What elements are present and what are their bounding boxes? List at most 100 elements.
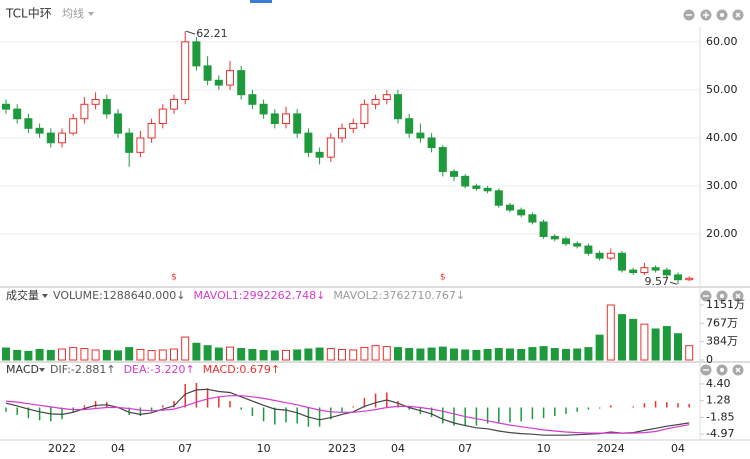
volume-bar — [472, 349, 481, 361]
macd-bar — [509, 407, 511, 423]
macd-bar — [195, 382, 198, 408]
macd-bar — [206, 388, 209, 408]
macd-bar — [38, 407, 41, 421]
volume-bar — [226, 346, 234, 361]
volume-bar — [147, 349, 156, 361]
volume-bar — [259, 349, 268, 361]
candle-body — [91, 98, 100, 105]
macd-bar — [677, 403, 679, 408]
macd-bar — [520, 407, 522, 422]
volume-bar — [304, 348, 313, 361]
marker-line — [186, 30, 196, 35]
x-tick-label: 10 — [537, 442, 551, 455]
legend-entry: DIF:-2.881↑ — [50, 363, 116, 376]
candle-body — [270, 113, 279, 125]
macd-bar — [498, 407, 500, 424]
volume-bar — [640, 323, 649, 361]
macd-bar — [374, 393, 377, 408]
candle-body — [618, 252, 626, 271]
x-tick-label: 2022 — [48, 442, 76, 455]
y-tick-label: 1.28 — [706, 394, 731, 407]
candle-body — [80, 103, 89, 120]
x-tick-label: 07 — [178, 442, 192, 455]
candle-body — [371, 98, 380, 105]
candle-body — [438, 147, 447, 173]
dropdown-arrow[interactable] — [39, 368, 45, 372]
macd-bar — [240, 407, 242, 410]
macd-bar — [5, 407, 7, 412]
dropdown-arrow[interactable] — [42, 294, 48, 298]
candle-body — [606, 252, 615, 259]
macd-bar — [296, 407, 298, 424]
panel-title: 成交量 — [6, 288, 39, 302]
macd-bar — [173, 401, 175, 408]
volume-bar — [46, 349, 55, 361]
candle-body — [203, 65, 212, 81]
candle-body — [360, 103, 369, 125]
macd-bar — [274, 407, 276, 425]
candle-body — [282, 113, 290, 125]
candle-body — [2, 103, 10, 110]
y-tick-label: 0 — [706, 353, 713, 366]
candle-body — [539, 221, 548, 237]
toolbar-icons[interactable] — [683, 9, 744, 376]
legend-entry: MAVOL2:3762710.767↓ — [333, 289, 465, 302]
x-tick-label: 2024 — [597, 442, 625, 455]
indicator-menu[interactable]: 均线 — [62, 6, 84, 20]
candle-body — [494, 190, 503, 206]
candle-body — [662, 269, 671, 276]
candle-body — [584, 245, 593, 254]
candle-body — [35, 127, 44, 134]
macd-bar — [610, 405, 612, 408]
volume-bar — [282, 349, 290, 361]
macd-bar — [251, 407, 254, 417]
candle-body — [674, 274, 682, 281]
macd-bar — [352, 406, 354, 408]
candle-body — [259, 103, 268, 115]
volume-bar — [2, 347, 10, 361]
macd-bar — [150, 407, 153, 412]
volume-bar — [506, 348, 514, 361]
macd-bar — [576, 407, 578, 412]
volume-bar — [674, 333, 682, 361]
legend-entry: MACD:0.679↑ — [203, 363, 280, 376]
macd-bar — [587, 407, 590, 410]
candle-body — [147, 123, 156, 139]
y-tick-label: 40.00 — [706, 131, 738, 144]
macd-bar — [442, 407, 444, 424]
volume-bar — [24, 350, 33, 361]
candle-body — [315, 151, 324, 158]
volume-bar — [461, 349, 470, 361]
volume-bar — [181, 336, 190, 361]
candle-body — [46, 132, 55, 144]
candle-body — [450, 171, 458, 177]
volume-bar — [528, 347, 537, 361]
macd-bar — [341, 407, 343, 412]
candle-body — [136, 137, 145, 153]
candle-body — [326, 137, 335, 158]
candle-body — [237, 70, 246, 96]
candle-body — [226, 70, 234, 86]
candle-body — [338, 127, 346, 139]
macd-bar — [453, 407, 455, 426]
dropdown-arrow[interactable] — [88, 12, 94, 16]
legend-entry: MAVOL1:2992262.748↓ — [193, 289, 325, 302]
event-marker: $ — [171, 273, 177, 283]
volume-bar — [237, 348, 246, 361]
y-tick-label: 20.00 — [706, 227, 738, 240]
macd-bar — [542, 407, 545, 419]
macd-bar — [554, 407, 556, 417]
volume-bar — [315, 347, 324, 361]
x-tick-label: 04 — [671, 442, 685, 455]
y-tick-label: 30.00 — [706, 179, 738, 192]
candle-body — [102, 98, 111, 115]
x-tick-label: 07 — [458, 442, 472, 455]
x-tick-label: 10 — [257, 442, 271, 455]
x-tick-label: 2023 — [328, 442, 356, 455]
macd-bar — [229, 401, 231, 408]
volume-bar — [114, 350, 122, 361]
candle-body — [427, 137, 436, 149]
candle-body — [405, 118, 414, 134]
